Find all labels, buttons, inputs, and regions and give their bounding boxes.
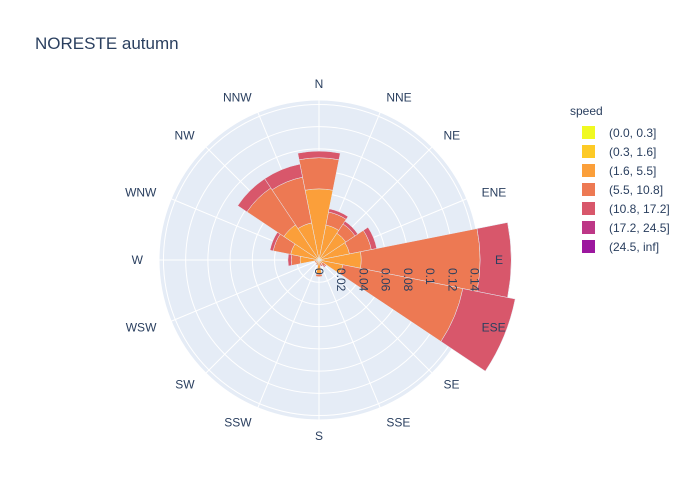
angular-label-ene: ENE bbox=[482, 186, 507, 200]
legend-item[interactable]: (0.0, 0.3] bbox=[570, 123, 670, 142]
legend-item[interactable]: (10.8, 17.2] bbox=[570, 199, 670, 218]
radial-tick-label: 0 bbox=[312, 268, 326, 275]
bar-se-segment bbox=[322, 263, 327, 268]
angular-label-sse: SSE bbox=[386, 416, 410, 430]
angular-label-ne: NE bbox=[443, 129, 460, 143]
bars-layer bbox=[237, 150, 516, 372]
angular-label-ese: ESE bbox=[482, 320, 506, 334]
radial-axis-labels: 0 0.02 0.04 0.06 0.08 0.1 0.12 0.14 bbox=[312, 268, 482, 292]
radial-tick-label: 0.14 bbox=[468, 268, 482, 292]
bar-nnw-segment bbox=[264, 163, 303, 191]
grid-spoke bbox=[257, 259, 320, 409]
bar-ssw-segment bbox=[315, 263, 319, 266]
grid-spoke bbox=[318, 259, 381, 409]
legend-item[interactable]: (24.5, inf] bbox=[570, 237, 670, 256]
bar-w-segment bbox=[287, 253, 293, 267]
legend-swatch bbox=[582, 183, 595, 196]
legend-swatch bbox=[582, 164, 595, 177]
legend-label: (1.6, 5.5] bbox=[609, 163, 657, 178]
angular-label-n: N bbox=[315, 77, 324, 91]
angular-label-nw: NW bbox=[175, 129, 196, 143]
legend: speed (0.0, 0.3] (0.3, 1.6] (1.6, 5.5] (5.5… bbox=[570, 104, 670, 256]
angular-label-nne: NNE bbox=[386, 90, 411, 104]
radial-tick-label: 0.02 bbox=[334, 268, 348, 292]
radial-tick-label: 0.08 bbox=[401, 268, 415, 292]
angular-axis-labels: N NNE NE ENE E ESE SE SSE S SSW SW WSW W WNW NW NNW bbox=[125, 77, 506, 443]
angular-label-s: S bbox=[315, 429, 323, 443]
radial-tick-label: 0.1 bbox=[423, 268, 437, 285]
grid-spoke bbox=[170, 259, 320, 322]
angular-label-nnw: NNW bbox=[223, 90, 252, 104]
bar-n-segment bbox=[297, 150, 341, 161]
angular-label-sw: SW bbox=[175, 377, 195, 391]
legend-item[interactable]: (1.6, 5.5] bbox=[570, 161, 670, 180]
grid-spoke bbox=[318, 259, 433, 374]
legend-item[interactable]: (0.3, 1.6] bbox=[570, 142, 670, 161]
legend-swatch bbox=[582, 145, 595, 158]
legend-title: speed bbox=[570, 104, 603, 118]
angular-label-se: SE bbox=[443, 377, 459, 391]
radial-tick-label: 0.06 bbox=[379, 268, 393, 292]
legend-label: (24.5, inf] bbox=[609, 239, 660, 254]
grid-spoke bbox=[205, 259, 320, 374]
radial-tick-label: 0.04 bbox=[356, 268, 370, 292]
bar-n-segment bbox=[298, 157, 340, 191]
legend-label: (17.2, 24.5] bbox=[609, 220, 670, 235]
legend-item[interactable]: (17.2, 24.5] bbox=[570, 218, 670, 237]
legend-label: (5.5, 10.8] bbox=[609, 182, 664, 197]
legend-label: (10.8, 17.2] bbox=[609, 201, 670, 216]
legend-swatch bbox=[582, 126, 595, 139]
bar-ese-segment bbox=[440, 288, 516, 372]
legend-label: (0.0, 0.3] bbox=[609, 125, 657, 140]
angular-label-wsw: WSW bbox=[126, 320, 157, 334]
chart-title: NORESTE autumn bbox=[35, 34, 179, 53]
bar-nne-segment bbox=[328, 208, 349, 220]
legend-items: (0.0, 0.3] (0.3, 1.6] (1.6, 5.5] (5.5, 10.8… bbox=[570, 123, 670, 256]
angular-label-e: E bbox=[495, 253, 503, 267]
legend-item[interactable]: (5.5, 10.8] bbox=[570, 180, 670, 199]
legend-swatch bbox=[582, 202, 595, 215]
angular-label-w: W bbox=[132, 253, 144, 267]
bar-s-segment bbox=[315, 273, 323, 277]
angular-label-wnw: WNW bbox=[125, 186, 157, 200]
legend-label: (0.3, 1.6] bbox=[609, 144, 657, 159]
angular-label-ssw: SSW bbox=[224, 416, 252, 430]
radial-tick-label: 0.12 bbox=[445, 268, 459, 292]
legend-swatch bbox=[582, 221, 595, 234]
legend-swatch bbox=[582, 240, 595, 253]
